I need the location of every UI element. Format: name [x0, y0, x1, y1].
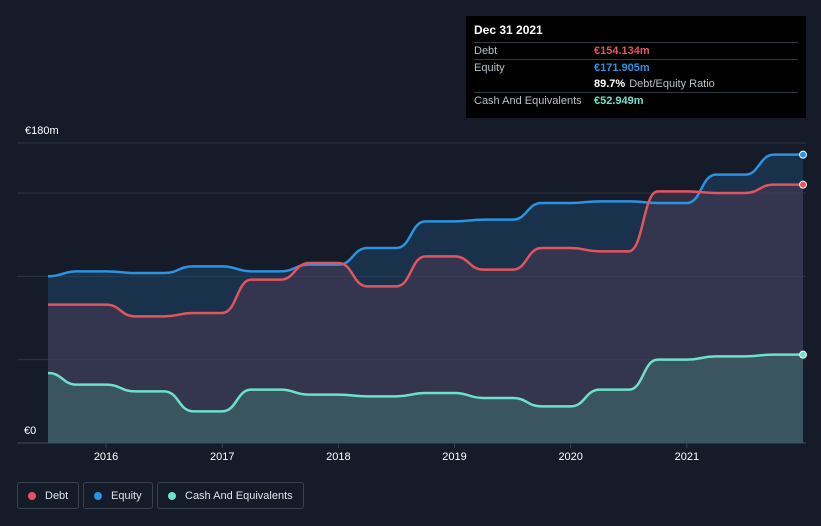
x-tick-label-2021: 2021 [674, 451, 700, 463]
tooltip-cash-value: €52.949m [594, 95, 644, 107]
legend-debt[interactable]: Debt [17, 482, 80, 509]
tooltip-ratio-row: 89.7% Debt/Equity Ratio [474, 76, 798, 92]
tooltip: Dec 31 2021 Debt €154.134m Equity €171.9… [466, 16, 806, 118]
x-tick-label-2019: 2019 [442, 451, 467, 463]
debt-line [48, 183, 803, 318]
legend-equity-dot [94, 491, 102, 500]
tooltip-ratio-label: Debt/Equity Ratio [629, 78, 715, 90]
legend-cash-label: Cash And Equivalents [185, 489, 293, 502]
tooltip-date: Dec 31 2021 [474, 23, 543, 37]
tooltip-debt-value: €154.134m [594, 45, 650, 57]
cash-end-marker [799, 350, 807, 359]
cash-line [47, 353, 803, 413]
tooltip-equity-row: Equity €171.905m [474, 59, 798, 76]
x-tick-label-2018: 2018 [326, 451, 351, 463]
tooltip-cash-label: Cash And Equivalents [474, 95, 582, 107]
legend-cash-dot [168, 491, 176, 500]
legend-debt-dot [28, 491, 36, 500]
tooltip-debt-label: Debt [474, 45, 498, 57]
tooltip-equity-label: Equity [474, 62, 505, 74]
x-tick-label-2020: 2020 [558, 451, 583, 463]
tooltip-equity-value: €171.905m [594, 62, 650, 74]
y-tick-zero: €0 [24, 425, 37, 437]
legend-equity[interactable]: Equity [83, 482, 153, 509]
debt-end-marker [799, 180, 807, 189]
equity-end-marker [799, 150, 807, 159]
x-tick-label-2016: 2016 [93, 451, 119, 463]
equity-line [47, 153, 803, 278]
tooltip-cash-row: Cash And Equivalents €52.949m [474, 92, 798, 109]
legend-equity-label: Equity [111, 489, 142, 502]
tooltip-debt-row: Debt €154.134m [474, 42, 798, 59]
legend-debt-label: Debt [45, 489, 69, 502]
y-tick-max: €180m [25, 125, 59, 137]
legend-cash[interactable]: Cash And Equivalents [157, 482, 304, 509]
tooltip-ratio-value: 89.7% [594, 78, 626, 90]
cash-area [48, 354, 803, 443]
debt-area [48, 184, 803, 443]
x-tick-label-2017: 2017 [209, 451, 235, 463]
